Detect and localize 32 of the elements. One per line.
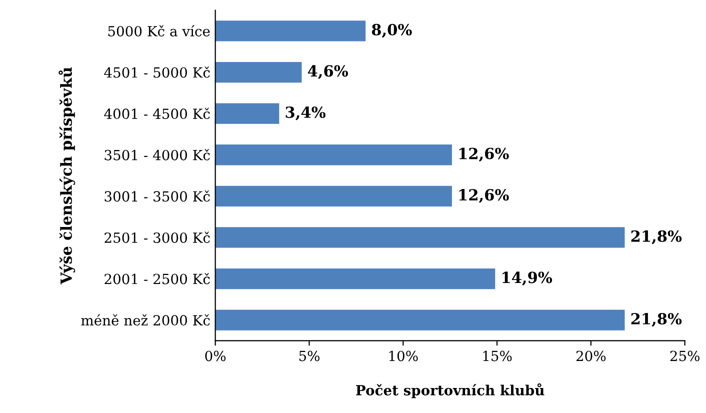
data-label: 21,8% — [631, 230, 682, 244]
data-label: 12,6% — [459, 148, 509, 162]
data-label: 8,0% — [372, 24, 412, 38]
y-tick-label: 2501 - 3000 Kč — [104, 232, 210, 243]
y-tick-label: 4001 - 4500 Kč — [104, 108, 210, 120]
data-label: 4,6% — [308, 65, 348, 80]
data-label: 14,9% — [502, 272, 552, 286]
y-tick-label: méně než 2000 Kč — [81, 314, 210, 326]
x-tick-label: 25% — [670, 350, 700, 362]
x-tick-label: 20% — [576, 350, 606, 362]
x-tick-label: 0% — [205, 350, 226, 362]
y-tick-label: 2001 - 2500 Kč — [104, 272, 210, 284]
x-tick-label: 5% — [299, 350, 320, 362]
bar — [215, 20, 366, 42]
bar — [215, 227, 625, 248]
y-tick-label: 4501 - 5000 Kč — [104, 66, 210, 78]
data-label: 21,8% — [631, 312, 682, 327]
y-tick-label: 5000 Kč a více — [108, 25, 210, 36]
bar — [215, 310, 625, 330]
y-axis-title: Výše členských příspěvků — [58, 67, 76, 284]
bar — [215, 268, 496, 290]
bar — [215, 144, 452, 166]
bar — [215, 103, 280, 124]
data-label: 3,4% — [286, 106, 326, 120]
y-tick-label: 3001 - 3500 Kč — [104, 190, 210, 202]
bar — [215, 62, 302, 83]
data-label: 12,6% — [459, 189, 509, 203]
bar — [215, 186, 452, 206]
x-axis-title: Počet sportovních klubů — [356, 383, 544, 398]
x-tick-label: 10% — [389, 350, 418, 362]
x-tick-label: 15% — [483, 350, 512, 362]
y-tick-label: 3501 - 4000 Kč — [104, 149, 210, 160]
